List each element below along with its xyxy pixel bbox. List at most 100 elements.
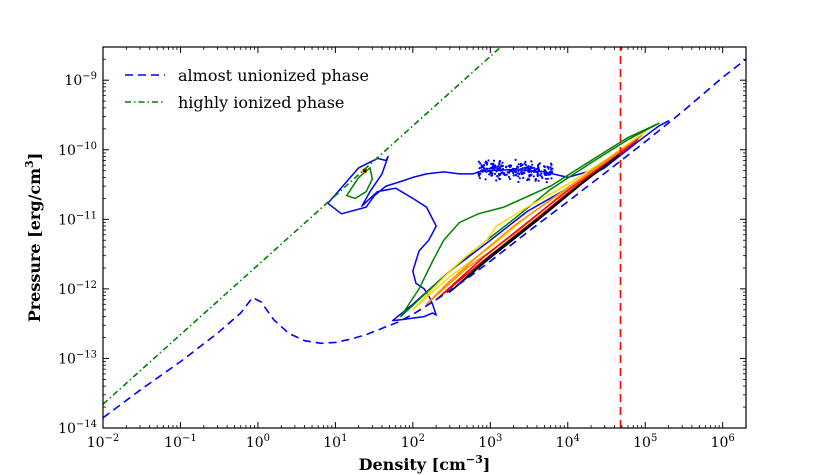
peak-point (363, 168, 367, 173)
scatter-point (531, 163, 534, 166)
series-line-0 (103, 58, 746, 419)
x-tick-label: 103 (478, 433, 502, 451)
scatter-point (484, 178, 487, 181)
scatter-point (507, 164, 511, 168)
scatter-point (547, 173, 550, 176)
scatter-point (542, 165, 546, 168)
x-axis-title: Density [cm−3] (359, 453, 491, 474)
scatter-point (508, 171, 511, 174)
x-tick-label: 10−1 (164, 433, 197, 451)
scatter-point (525, 166, 528, 169)
scatter-point (484, 160, 488, 163)
scatter-point (493, 172, 497, 175)
scatter-point (536, 164, 540, 167)
scatter-point (516, 165, 520, 169)
x-tick-label: 106 (711, 433, 735, 451)
plot-frame (102, 46, 747, 429)
scatter-point (519, 164, 522, 168)
scatter-point (532, 166, 536, 169)
scatter-point (528, 174, 531, 177)
scatter-point (507, 175, 511, 178)
scatter-point (530, 173, 533, 176)
scatter-point (490, 171, 493, 174)
contour-6 (449, 152, 623, 293)
scatter-point (550, 162, 553, 165)
scatter-point (546, 177, 550, 180)
scatter-point (537, 179, 540, 182)
scatter-point (486, 167, 489, 170)
scatter-point (521, 167, 524, 170)
scatter-point (544, 173, 547, 177)
series-line-1 (103, 47, 502, 405)
scatter-point (529, 165, 532, 168)
scatter-point (517, 163, 520, 166)
x-tick-label: 105 (633, 433, 657, 451)
scatter-point (495, 179, 498, 182)
scatter-point (536, 167, 539, 170)
x-tick-label: 104 (556, 433, 580, 451)
y-tick-label: 10−12 (58, 280, 97, 298)
scatter-point (480, 166, 483, 169)
scatter-point (534, 178, 537, 181)
scatter-point (482, 164, 486, 167)
scatter-point (512, 174, 515, 177)
contour-1 (345, 167, 374, 200)
scatter-point (513, 170, 517, 173)
x-tick-label: 102 (401, 433, 425, 451)
scatter-point (532, 175, 535, 178)
scatter-point (491, 174, 494, 177)
scatter-point (523, 166, 526, 169)
y-tick-label: 10−14 (58, 419, 97, 437)
contour-2 (400, 122, 660, 318)
x-ticks: 10−2 10−1 100 101 102 103 104 105 106 (87, 47, 747, 451)
y-tick-label: 10−13 (58, 349, 97, 367)
scatter-point (517, 175, 520, 178)
scatter-point (497, 165, 500, 168)
scatter-point (492, 166, 496, 169)
scatter-point (515, 174, 518, 177)
scatter-point (531, 166, 534, 170)
scatter-point (547, 166, 550, 169)
scatter-point (544, 177, 548, 180)
scatter-point (525, 164, 528, 167)
scatter-point (492, 159, 496, 162)
x-tick-label: 101 (323, 433, 347, 451)
scatter-point (523, 162, 526, 165)
scatter-point (480, 164, 483, 167)
scatter-point (517, 172, 520, 175)
scatter-point (478, 174, 481, 177)
contour-3 (412, 131, 646, 311)
scatter-point (530, 160, 533, 163)
scatter-point (497, 172, 500, 176)
x-tick-label: 10−2 (87, 433, 120, 451)
scatter-point (490, 162, 493, 165)
scatter-point (518, 177, 521, 180)
scatter-point (539, 174, 542, 177)
scatter-point (519, 162, 522, 166)
scatter-point (536, 173, 539, 177)
legend-label-unionized: almost unionized phase (178, 66, 369, 85)
scatter-point (549, 166, 552, 169)
scatter-point (478, 167, 481, 170)
scatter-point (478, 177, 481, 180)
scatter-point (481, 165, 484, 168)
scatter-point (496, 167, 499, 170)
scatter-point (540, 172, 543, 175)
scatter-point (487, 159, 490, 162)
scatter-point (543, 169, 546, 172)
scatter-point (498, 160, 501, 163)
scatter-point (488, 167, 491, 170)
scatter-point (505, 165, 508, 168)
scatter-point (524, 160, 527, 163)
scatter-point (520, 171, 524, 174)
y-axis-title: Pressure [erg/cm3] (23, 153, 44, 323)
scatter-point (496, 175, 499, 178)
y-tick-label: 10−10 (58, 141, 97, 159)
y-tick-label: 10−9 (64, 71, 97, 89)
scatter-point (527, 177, 530, 181)
scatter-point (477, 172, 480, 175)
scatter-point (500, 172, 503, 175)
scatter-point (501, 164, 504, 168)
scatter-point (514, 158, 517, 161)
